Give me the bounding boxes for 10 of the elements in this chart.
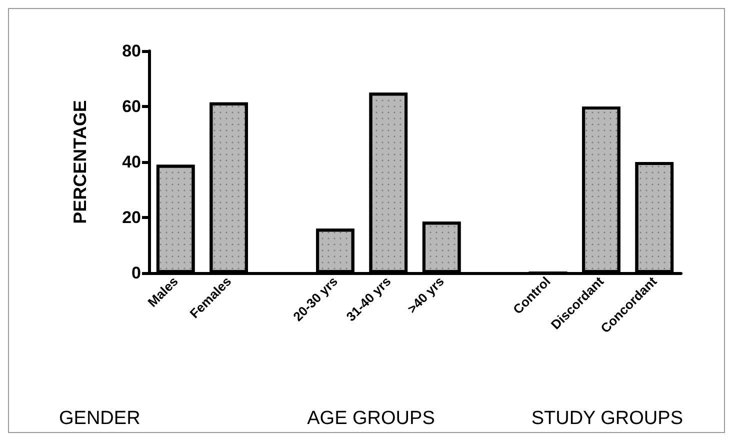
y-tick-label: 20 xyxy=(122,208,141,227)
y-axis-title: PERCENTAGE xyxy=(70,100,90,224)
text: GENDER xyxy=(59,408,140,429)
y-tick-label: 0 xyxy=(132,264,141,282)
text: AGE GROUPS xyxy=(307,408,435,429)
text: STUDY GROUPS xyxy=(531,408,683,429)
y-tick-label: 60 xyxy=(122,97,141,116)
y-tick-label: 80 xyxy=(122,42,141,60)
y-tick-label: 40 xyxy=(122,152,141,172)
x-tick-label: >40 yrs xyxy=(404,274,447,316)
